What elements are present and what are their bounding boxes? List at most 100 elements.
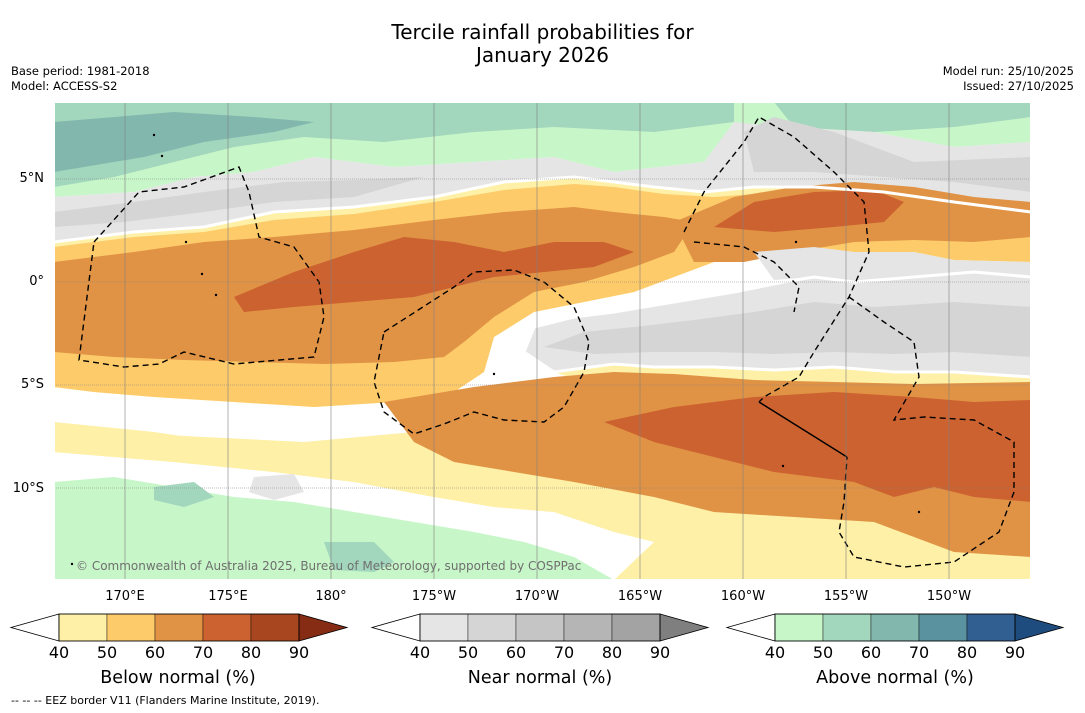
lon-label-160w: 160°W: [720, 589, 766, 604]
colorbar-frame: [419, 613, 661, 642]
colorbar-cell: [918, 613, 968, 642]
colorbar-tick-label: 90: [1004, 643, 1026, 662]
lon-label-175e: 175°E: [208, 589, 248, 604]
island: [70, 562, 74, 566]
eez-border-tuvalu: [78, 166, 325, 368]
model-run: Model run: 25/10/2025: [942, 64, 1074, 78]
colorbar-frame: [774, 613, 1016, 642]
footnote: -- -- -- EEZ border V11 (Flanders Marine…: [11, 694, 320, 707]
colorbar-cell: [467, 613, 517, 642]
eez-border-kiribati-south: [693, 241, 800, 313]
colorbar-near-normal: [370, 613, 710, 642]
colorbar-tick-label: 90: [649, 643, 671, 662]
islands: [70, 133, 921, 566]
eez-border-line: [758, 401, 848, 458]
near-normal-region-west-50: [54, 177, 424, 227]
colorbar-extend-left: [370, 613, 421, 642]
colorbar-extend-left: [9, 613, 60, 642]
near-normal-region-north-c: [754, 247, 1031, 282]
colorbar-tick-label: 40: [764, 643, 786, 662]
near-normal-region-central-50: [544, 302, 1031, 357]
lon-label-180: 180°: [315, 589, 347, 604]
copyright-text: © Commonwealth of Australia 2025, Bureau…: [76, 559, 581, 573]
colorbars: [9, 613, 1065, 642]
above-normal-region-north-60: [54, 112, 314, 172]
colorbar-frame: [58, 613, 300, 642]
colorbar-cell: [419, 613, 469, 642]
colorbar-tick-label: 90: [288, 643, 310, 662]
colorbar-cell: [611, 613, 661, 642]
lon-label-155w: 155°W: [823, 589, 869, 604]
graticule: [54, 102, 1031, 580]
colorbar-tick-label: 50: [457, 643, 479, 662]
colorbar-cell: [154, 613, 204, 642]
lon-label-150w: 150°W: [926, 589, 972, 604]
island: [152, 133, 156, 137]
colorbar-tick-label: 80: [601, 643, 623, 662]
island: [492, 372, 496, 376]
lat-label-5n: 5°N: [19, 171, 45, 186]
colorbar-cell: [870, 613, 920, 642]
map-panel: © Commonwealth of Australia 2025, Bureau…: [54, 102, 1031, 580]
island: [200, 272, 204, 276]
colorbar-tick-label: 60: [505, 643, 527, 662]
meta-right: Model run: 25/10/2025 Issued: 27/10/2025: [943, 64, 1074, 94]
island: [214, 293, 218, 297]
eez-border-kiribati: [683, 116, 870, 403]
below-normal-region-south-70: [604, 392, 1031, 502]
eez-border-cook: [838, 296, 1015, 568]
island: [781, 464, 785, 468]
colorbar-cell: [515, 613, 565, 642]
colorbar-tick-label: 50: [812, 643, 834, 662]
above-normal-region-ne: [774, 102, 1031, 132]
colorbar-extend-right: [659, 613, 710, 642]
colorbar-cell: [250, 613, 300, 642]
colorbar-cell: [58, 613, 108, 642]
colorbar-above-normal: [725, 613, 1065, 642]
island: [794, 240, 798, 244]
below-normal-region-ne-70: [714, 190, 904, 232]
colorbar-tick-label: 60: [144, 643, 166, 662]
colorbar-tick-label: 70: [553, 643, 575, 662]
colorbar-extend-right: [298, 613, 349, 642]
lon-label-175w: 175°W: [411, 589, 457, 604]
base-period: Base period: 1981-2018: [11, 64, 150, 78]
colorbar-label-below-normal: Below normal (%): [100, 668, 256, 688]
colorbar-cell: [966, 613, 1016, 642]
lat-label-0: 0°: [29, 274, 44, 289]
lon-label-170e: 170°E: [105, 589, 145, 604]
lon-label-165w: 165°W: [617, 589, 663, 604]
contour-line-north: [54, 175, 1031, 244]
colorbar-label-near-normal: Near normal (%): [467, 668, 613, 688]
island: [184, 240, 188, 244]
above-normal-region-south-50: [154, 482, 394, 572]
colorbar-cell: [774, 613, 824, 642]
colorbar-cell: [202, 613, 252, 642]
colorbar-tick-label: 70: [192, 643, 214, 662]
colorbar-extend-right: [1014, 613, 1065, 642]
island: [917, 510, 921, 514]
model-name: Model: ACCESS-S2: [11, 79, 118, 93]
map-frame: [54, 102, 1031, 580]
issued-date: Issued: 27/10/2025: [963, 79, 1074, 93]
chart-title: Tercile rainfall probabilities for Janua…: [0, 21, 1085, 67]
colorbar-tick-label: 80: [956, 643, 978, 662]
colorbar-cell: [822, 613, 872, 642]
colorbar-tick-label: 40: [48, 643, 70, 662]
colorbar-tick-label: 40: [409, 643, 431, 662]
title-line-2: January 2026: [475, 43, 610, 67]
colorbar-tick-label: 70: [908, 643, 930, 662]
lon-label-170w: 170°W: [514, 589, 560, 604]
lat-label-10s: 10°S: [12, 481, 44, 496]
meta-left: Base period: 1981-2018 Model: ACCESS-S2: [11, 64, 150, 94]
colorbar-extend-left: [725, 613, 776, 642]
colorbar-below-normal: [9, 613, 349, 642]
colorbar-cell: [563, 613, 613, 642]
near-normal-region-north-50: [744, 117, 1031, 192]
eez-border-tokelau: [373, 269, 590, 435]
title-line-1: Tercile rainfall probabilities for: [391, 20, 694, 44]
island: [160, 154, 164, 158]
eez-borders: [78, 116, 1015, 568]
colorbar-tick-label: 80: [240, 643, 262, 662]
lat-label-5s: 5°S: [20, 377, 44, 392]
